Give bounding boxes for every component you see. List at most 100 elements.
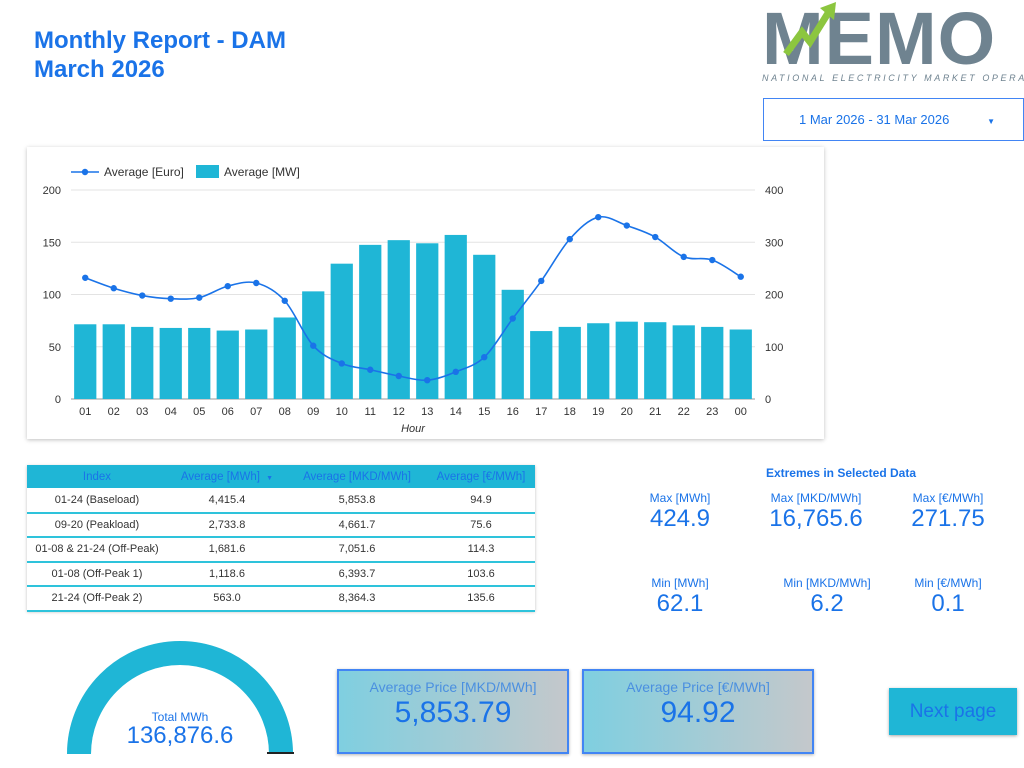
table-cell: 01-08 (Off-Peak 1) [27, 561, 167, 587]
bar-05 [188, 327, 211, 399]
bar-06 [216, 330, 239, 399]
euro-point-06 [224, 282, 231, 290]
table-cell: 114.3 [427, 537, 535, 563]
kpi-value: 16,765.6 [769, 505, 863, 532]
gauge-value: 136,876.6 [126, 722, 234, 749]
gauge-label: Total MWh [151, 710, 209, 724]
kpi-max-eur: Max [€/MWh] 271.75 [898, 491, 998, 533]
y-right-tick-label: 200 [765, 290, 783, 302]
y-right-tick-label: 300 [765, 237, 783, 249]
table-cell: 7,051.6 [287, 537, 427, 563]
bar-17 [530, 331, 553, 399]
col-index-header[interactable]: Index [27, 465, 167, 488]
x-tick-label: 11 [365, 406, 376, 418]
legend-label-euro: Average [Euro] [104, 165, 184, 179]
kpi-min-eur: Min [€/MWh] 0.1 [898, 576, 998, 618]
logo-arrow-icon [783, 2, 836, 57]
table-header-row: Index Average [MWh] ▼ Average [MKD/MWh] … [27, 465, 535, 488]
hourly-chart-card: 0 50 100 150 200 0 100 200 300 400 01 02 03 04 05 06 07 0… [27, 147, 824, 439]
x-tick-label: 07 [250, 406, 262, 418]
kpi-value: 0.1 [931, 590, 965, 617]
euro-point-04 [167, 295, 174, 302]
x-tick-label: 14 [450, 406, 462, 418]
euro-point-13 [424, 376, 431, 384]
euro-point-17 [538, 277, 545, 285]
legend-bar-swatch [196, 165, 219, 178]
table-cell: 135.6 [427, 586, 535, 612]
bar-10 [330, 263, 353, 399]
table-row[interactable]: 01-08 & 21-24 (Off-Peak) 1,681.6 7,051.6 11… [27, 537, 535, 563]
x-tick-label: 09 [307, 406, 319, 418]
table-row[interactable]: 01-24 (Baseload) 4,415.4 5,853.8 94.9 [27, 488, 535, 514]
date-range-value: 1 Mar 2026 - 31 Mar 2026 [799, 112, 950, 127]
euro-point-20 [623, 222, 630, 229]
col-mwh-header[interactable]: Average [MWh] ▼ [167, 465, 287, 488]
x-tick-label: 21 [649, 406, 661, 418]
x-tick-label: 10 [336, 406, 348, 418]
euro-point-22 [680, 253, 687, 261]
euro-point-21 [652, 233, 659, 241]
kpi-label: Max [MWh] [649, 491, 711, 505]
kpi-max-mwh: Max [MWh] 424.9 [630, 491, 730, 533]
kpi-value: 6.2 [810, 590, 844, 617]
avg-price-eur-value: 94.92 [660, 696, 736, 729]
euro-point-05 [196, 294, 203, 301]
euro-point-15 [481, 354, 488, 361]
sort-desc-icon: ▼ [266, 474, 274, 482]
col-mkd-header[interactable]: Average [MKD/MWh] [287, 465, 427, 488]
table-cell: 6,393.7 [287, 561, 427, 587]
table-cell: 1,681.6 [167, 537, 287, 563]
table-row[interactable]: 01-08 (Off-Peak 1) 1,118.6 6,393.7 103.6 [27, 561, 535, 587]
x-tick-label: 05 [193, 406, 205, 418]
euro-point-23 [709, 256, 716, 264]
bar-15 [473, 254, 496, 399]
bar-19 [587, 323, 610, 399]
index-table: Index Average [MWh] ▼ Average [MKD/MWh] … [27, 465, 535, 612]
bar-22 [672, 325, 695, 399]
next-page-button[interactable]: Next page [889, 688, 1017, 735]
table-cell: 103.6 [427, 561, 535, 587]
bar-03 [131, 326, 154, 399]
x-tick-label: 12 [393, 406, 405, 418]
y-right-tick-label: 0 [765, 394, 771, 406]
bar-18 [558, 326, 581, 399]
bar-11 [359, 244, 382, 399]
x-tick-label: 08 [279, 406, 291, 418]
table-cell: 4,415.4 [167, 488, 287, 514]
table-cell: 01-08 & 21-24 (Off-Peak) [27, 537, 167, 563]
kpi-label: Min [€/MWh] [914, 576, 982, 590]
logo-subtitle: NATIONAL ELECTRICITY MARKET OPERATOR [762, 73, 1024, 83]
euro-series-line [84, 215, 742, 382]
euro-point-12 [395, 372, 402, 380]
table-row[interactable]: 09-20 (Peakload) 2,733.8 4,661.7 75.6 [27, 512, 535, 538]
avg-price-eur-card: Average Price [€/MWh] 94.92 [582, 669, 814, 754]
table-row[interactable]: 21-24 (Off-Peak 2) 563.0 8,364.3 135.6 [27, 586, 535, 612]
col-eur-header[interactable]: Average [€/MWh] [427, 465, 535, 488]
kpi-value: 424.9 [649, 505, 711, 532]
table-cell: 4,661.7 [287, 512, 427, 538]
euro-point-16 [509, 315, 516, 322]
avg-price-mkd-value: 5,853.79 [394, 696, 512, 729]
euro-point-14 [452, 368, 459, 376]
date-range-picker[interactable]: 1 Mar 2026 - 31 Mar 2026 ▼ [763, 98, 1024, 141]
avg-price-mkd-label: Average Price [MKD/MWh] [369, 679, 537, 695]
y-left-tick-label: 0 [55, 394, 61, 406]
kpi-label: Max [€/MWh] [912, 491, 984, 505]
x-tick-label: 16 [507, 406, 519, 418]
bar-14 [444, 234, 467, 399]
y-left-tick-label: 150 [43, 237, 61, 249]
legend-label-mw: Average [MW] [224, 165, 300, 179]
table-cell: 75.6 [427, 512, 535, 538]
y-left-tick-label: 100 [43, 290, 61, 302]
table-cell: 8,364.3 [287, 586, 427, 612]
bar-23 [701, 326, 724, 399]
x-tick-label: 04 [165, 406, 177, 418]
table-cell: 563.0 [167, 586, 287, 612]
kpi-max-mkd: Max [MKD/MWh] 16,765.6 [756, 491, 876, 533]
x-tick-label: 15 [478, 406, 490, 418]
y-right-tick-label: 100 [765, 342, 783, 354]
bar-13 [416, 243, 439, 399]
avg-price-eur-label: Average Price [€/MWh] [626, 679, 770, 695]
bar-02 [102, 324, 125, 399]
